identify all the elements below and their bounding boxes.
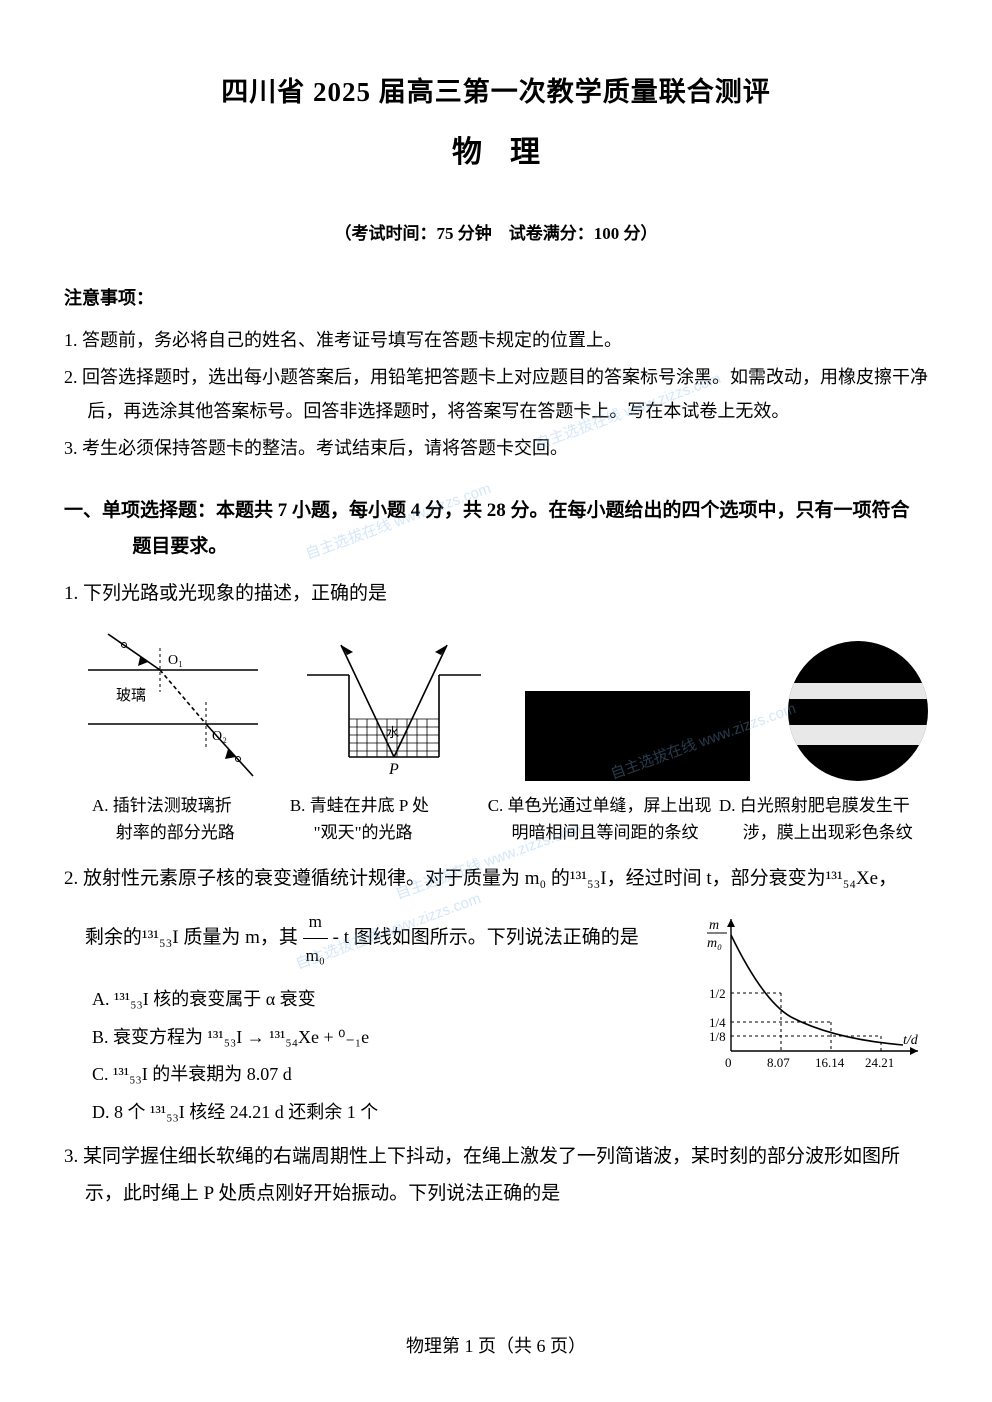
- page-footer: 物理第 1 页（共 6 页）: [0, 1332, 992, 1358]
- q2-option-a: A. ¹³¹₅₃I 核的衰变属于 α 衰变: [92, 981, 693, 1019]
- svg-text:8.07: 8.07: [767, 1055, 790, 1070]
- q2-options: A. ¹³¹₅₃I 核的衰变属于 α 衰变 B. 衰变方程为 ¹³¹₅₃I → …: [92, 981, 693, 1132]
- q2-option-d: D. 8 个 ¹³¹₅₃I 核经 24.21 d 还剩余 1 个: [92, 1094, 693, 1132]
- svg-text:1/8: 1/8: [709, 1029, 726, 1044]
- q1-option-d: D. 白光照射肥皂膜发生干 涉，膜上出现彩色条纹: [719, 793, 928, 846]
- q2-decay-graph: 1/2 1/4 1/8 0 8.07 16.14 24.21 t/d m m₀: [703, 911, 928, 1076]
- svg-text:1/4: 1/4: [709, 1015, 726, 1030]
- q1-options: A. 插针法测玻璃折 射率的部分光路 B. 青蛙在井底 P 处 "观天"的光路 …: [92, 793, 928, 846]
- exam-info: （考试时间：75 分钟 试卷满分：100 分）: [64, 219, 928, 244]
- subject-title: 物理: [64, 127, 928, 171]
- refraction-diagram: O₁ O₂ 玻璃: [88, 626, 263, 781]
- q1-fig-b: P 水: [301, 641, 486, 781]
- q1-fig-d: [788, 641, 928, 781]
- svg-text:m: m: [709, 918, 719, 933]
- q1-stem: 1. 下列光路或光现象的描述，正确的是: [64, 575, 928, 612]
- svg-text:16.14: 16.14: [815, 1055, 845, 1070]
- well-diagram: P 水: [301, 641, 486, 781]
- q1-figures-row: O₁ O₂ 玻璃: [88, 626, 928, 781]
- q1-option-a: A. 插针法测玻璃折 射率的部分光路: [92, 793, 284, 846]
- q1-option-b: B. 青蛙在井底 P 处 "观天"的光路: [290, 793, 482, 846]
- svg-text:1/2: 1/2: [709, 986, 726, 1001]
- svg-text:24.21: 24.21: [865, 1055, 894, 1070]
- notice-header: 注意事项：: [64, 284, 928, 310]
- q2-option-b: B. 衰变方程为 ¹³¹₅₃I → ¹³¹₅₄Xe + ⁰₋₁e: [92, 1019, 693, 1057]
- main-title: 四川省 2025 届高三第一次教学质量联合测评: [64, 70, 928, 109]
- q1-fig-a: O₁ O₂ 玻璃: [88, 626, 263, 781]
- svg-text:P: P: [388, 761, 399, 778]
- q2-option-c: C. ¹³¹₅₃I 的半衰期为 8.07 d: [92, 1056, 693, 1094]
- svg-text:O₂: O₂: [212, 729, 227, 744]
- notice-item-3: 3. 考生必须保持答题卡的整洁。考试结束后，请将答题卡交回。: [64, 432, 928, 465]
- q3-stem: 3. 某同学握住细长软绳的右端周期性上下抖动，在绳上激发了一列简谐波，某时刻的部…: [64, 1138, 928, 1212]
- q1-fig-c: [525, 691, 750, 781]
- svg-text:0: 0: [725, 1055, 732, 1070]
- notice-item-2: 2. 回答选择题时，选出每小题答案后，用铅笔把答题卡上对应题目的答案标号涂黑。如…: [64, 361, 928, 428]
- notice-item-1: 1. 答题前，务必将自己的姓名、准考证号填写在答题卡规定的位置上。: [64, 324, 928, 357]
- section-1-header: 一、单项选择题：本题共 7 小题，每小题 4 分，共 28 分。在每小题给出的四…: [64, 493, 928, 565]
- svg-text:t/d: t/d: [903, 1033, 919, 1048]
- svg-text:m₀: m₀: [707, 936, 722, 951]
- q2-stem: 2. 放射性元素原子核的衰变遵循统计规律。对于质量为 m₀ 的¹³¹₅₃I，经过…: [64, 860, 928, 897]
- svg-text:O₁: O₁: [168, 653, 183, 668]
- svg-text:玻璃: 玻璃: [116, 687, 146, 704]
- q2-stem-line2: 剩余的¹³¹₅₃I 质量为 m，其 mm₀ - t 图线如图所示。下列说法正确的…: [64, 905, 693, 973]
- q1-option-c: C. 单色光通过单缝，屏上出现 明暗相间且等间距的条纹: [488, 793, 714, 846]
- svg-text:水: 水: [386, 725, 399, 740]
